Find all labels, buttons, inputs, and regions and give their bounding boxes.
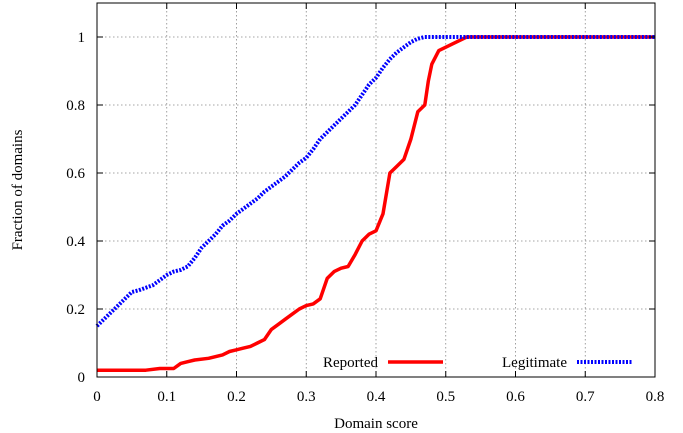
- x-tick-label: 0.1: [157, 389, 176, 405]
- series-line-legitimate: [95, 35, 655, 328]
- y-tick-label: 0.8: [66, 98, 85, 114]
- x-tick-label: 0.5: [436, 389, 455, 405]
- y-tick-label: 0: [78, 370, 86, 386]
- series-layer: [95, 35, 655, 372]
- y-axis-title: Fraction of domains: [10, 129, 26, 250]
- x-tick-label: 0.8: [646, 389, 665, 405]
- legend-label-legitimate: Legitimate: [502, 355, 567, 371]
- series-line-reported: [97, 35, 655, 372]
- x-tick-label: 0.4: [367, 389, 386, 405]
- x-tick-label: 0.3: [297, 389, 316, 405]
- y-tick-label: 0.2: [66, 302, 85, 318]
- axes: 0 0.1 0.2 0.3 0.4 0.5 0.6 0.7 0.8 0 0.2 0.4 0.6 0.8 1: [66, 3, 664, 405]
- x-tick-label: 0.7: [576, 389, 595, 405]
- x-axis-title: Domain score: [334, 416, 418, 432]
- legend-label-reported: Reported: [323, 355, 378, 371]
- x-tick-label: 0.2: [227, 389, 246, 405]
- y-tick-label: 0.4: [66, 234, 85, 250]
- grid: [97, 3, 655, 377]
- y-tick-label: 0.6: [66, 166, 85, 182]
- y-tick-label: 1: [78, 30, 86, 46]
- x-tick-label: 0.6: [506, 389, 525, 405]
- x-tick-label: 0: [93, 389, 101, 405]
- legend: Reported Legitimate: [323, 355, 632, 371]
